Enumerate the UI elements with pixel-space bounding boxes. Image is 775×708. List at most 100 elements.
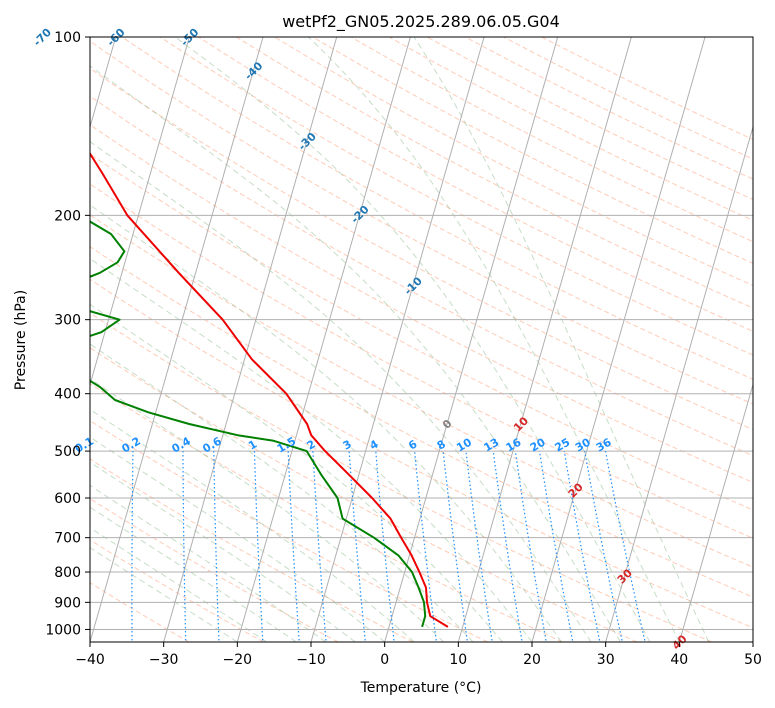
mixing-ratio-line [538, 451, 574, 642]
dry-adiabat-line [90, 582, 190, 642]
y-tick-label: 100 [54, 30, 81, 46]
isotherm-line [384, 37, 559, 642]
dry-adiabat-line [90, 312, 712, 642]
moist-adiabat-line [90, 65, 621, 642]
isotherm-label: 0 [440, 417, 455, 432]
mixing-ratio-label: 36 [594, 435, 614, 454]
moist-adiabats [90, 37, 710, 642]
moist-adiabat-line [90, 408, 415, 642]
moist-adiabat-line [90, 547, 238, 642]
mixing-ratio-line [131, 451, 134, 642]
moist-adiabat-line [90, 484, 326, 642]
dry-adiabat-line [503, 37, 753, 160]
skewed-isotherms [90, 37, 753, 642]
moist-adiabat-line [90, 527, 268, 642]
dry-adiabat-line [90, 183, 753, 539]
pressure-gridlines [90, 37, 753, 630]
mixing-ratio-lines [82, 450, 646, 644]
x-tick-label: 10 [449, 652, 467, 668]
dry-adiabat-line [236, 37, 753, 309]
x-tick-label: 50 [744, 652, 762, 668]
mixing-ratio-line [442, 451, 469, 642]
y-tick-label: 400 [54, 387, 81, 403]
dry-adiabat-line [274, 37, 753, 287]
x-tick-label: 20 [523, 652, 541, 668]
y-axis-label: Pressure (hPa) [13, 290, 29, 390]
x-axis-label: Temperature (°C) [360, 680, 482, 696]
plot-area [82, 37, 753, 644]
profile-series [90, 151, 449, 628]
y-tick-label: 500 [54, 444, 81, 460]
isotherm-line [678, 382, 753, 642]
dry-adiabat-line [198, 37, 753, 332]
mixing-ratio-label: 20 [528, 435, 548, 454]
isotherm-line [163, 37, 338, 642]
isotherm-label: -10 [402, 274, 425, 297]
moist-adiabat-line [90, 506, 297, 642]
isotherm-line [457, 37, 632, 642]
x-tick-label: −30 [149, 652, 179, 668]
moist-adiabat-line [413, 37, 710, 642]
y-tick-label: 800 [54, 565, 81, 581]
y-tick-label: 1000 [45, 622, 81, 638]
dry-adiabat-line [90, 498, 339, 642]
mixing-ratio-line [182, 451, 187, 642]
mixing-ratio-label: 0.6 [200, 434, 224, 455]
isotherm-line [90, 37, 190, 387]
y-tick-label: 900 [54, 595, 81, 611]
mixing-ratio-line [287, 451, 300, 642]
dry-adiabat-line [350, 37, 753, 243]
dewpoint-line [90, 220, 427, 628]
moist-adiabat-line [174, 37, 651, 642]
mixing-ratio-line [604, 450, 646, 642]
isotherm-label: 10 [511, 414, 531, 434]
y-tick-label: 600 [54, 491, 81, 507]
x-axis-ticks: −40 −30 −20 −10 0 10 20 30 40 50 [75, 642, 762, 668]
mixing-ratio-label: 6 [406, 437, 419, 452]
temperature-line [90, 151, 449, 628]
dry-adiabat-line [90, 347, 638, 642]
isotherm-line [605, 125, 753, 642]
moist-adiabat-line [90, 140, 592, 642]
x-tick-label: −40 [75, 652, 105, 668]
x-tick-label: 0 [380, 652, 389, 668]
y-tick-label: 200 [54, 208, 81, 224]
chart-title: wetPf2_GN05.2025.289.06.05.G04 [282, 12, 560, 32]
moist-adiabat-line [90, 378, 444, 642]
moist-adiabat-line [90, 204, 562, 642]
dry-adiabat-line [541, 37, 753, 141]
isotherm-line [90, 37, 264, 642]
dry-adiabat-line [90, 383, 563, 642]
mixing-ratio-label: 3 [341, 438, 354, 453]
isotherm-line [310, 37, 485, 642]
dry-adiabat-line [121, 37, 753, 380]
dry-adiabat-line [90, 278, 753, 629]
isotherm-label: 30 [615, 566, 635, 586]
mixing-ratio-label: 13 [482, 436, 502, 455]
isotherm-line [531, 37, 706, 642]
mixing-ratio-line [514, 451, 547, 642]
x-tick-label: −20 [223, 652, 253, 668]
moist-adiabat-line [308, 37, 680, 642]
dry-adiabat-line [465, 37, 753, 180]
moist-adiabat-line [90, 257, 533, 642]
x-tick-label: 40 [670, 652, 688, 668]
y-tick-label: 300 [54, 313, 81, 329]
mixing-ratio-labels: 0.1 0.2 0.4 0.6 1 1.5 2 3 4 6 8 10 13 16 20 25 30 36 [73, 434, 614, 455]
dry-adiabat-line [90, 40, 753, 405]
y-tick-label: 700 [54, 531, 81, 547]
moist-adiabat-line [90, 303, 503, 642]
mixing-ratio-label: 25 [553, 436, 573, 455]
mixing-ratio-label: 8 [435, 438, 448, 453]
mixing-ratio-line [492, 451, 523, 642]
x-tick-label: 30 [597, 652, 615, 668]
dry-adiabat-line [90, 420, 488, 642]
mixing-ratio-line [584, 450, 624, 642]
mixing-ratio-line [213, 451, 220, 642]
mixing-ratio-line [82, 451, 86, 644]
mixing-ratio-line [563, 450, 601, 642]
isotherm-label: -20 [348, 203, 371, 226]
dry-adiabat-line [90, 95, 753, 457]
moist-adiabat-line [90, 461, 356, 642]
